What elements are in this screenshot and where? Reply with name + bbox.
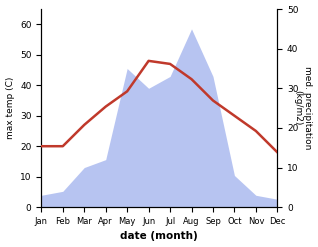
- X-axis label: date (month): date (month): [121, 231, 198, 242]
- Y-axis label: max temp (C): max temp (C): [5, 77, 15, 139]
- Y-axis label: med. precipitation
(kg/m2): med. precipitation (kg/m2): [293, 66, 313, 150]
